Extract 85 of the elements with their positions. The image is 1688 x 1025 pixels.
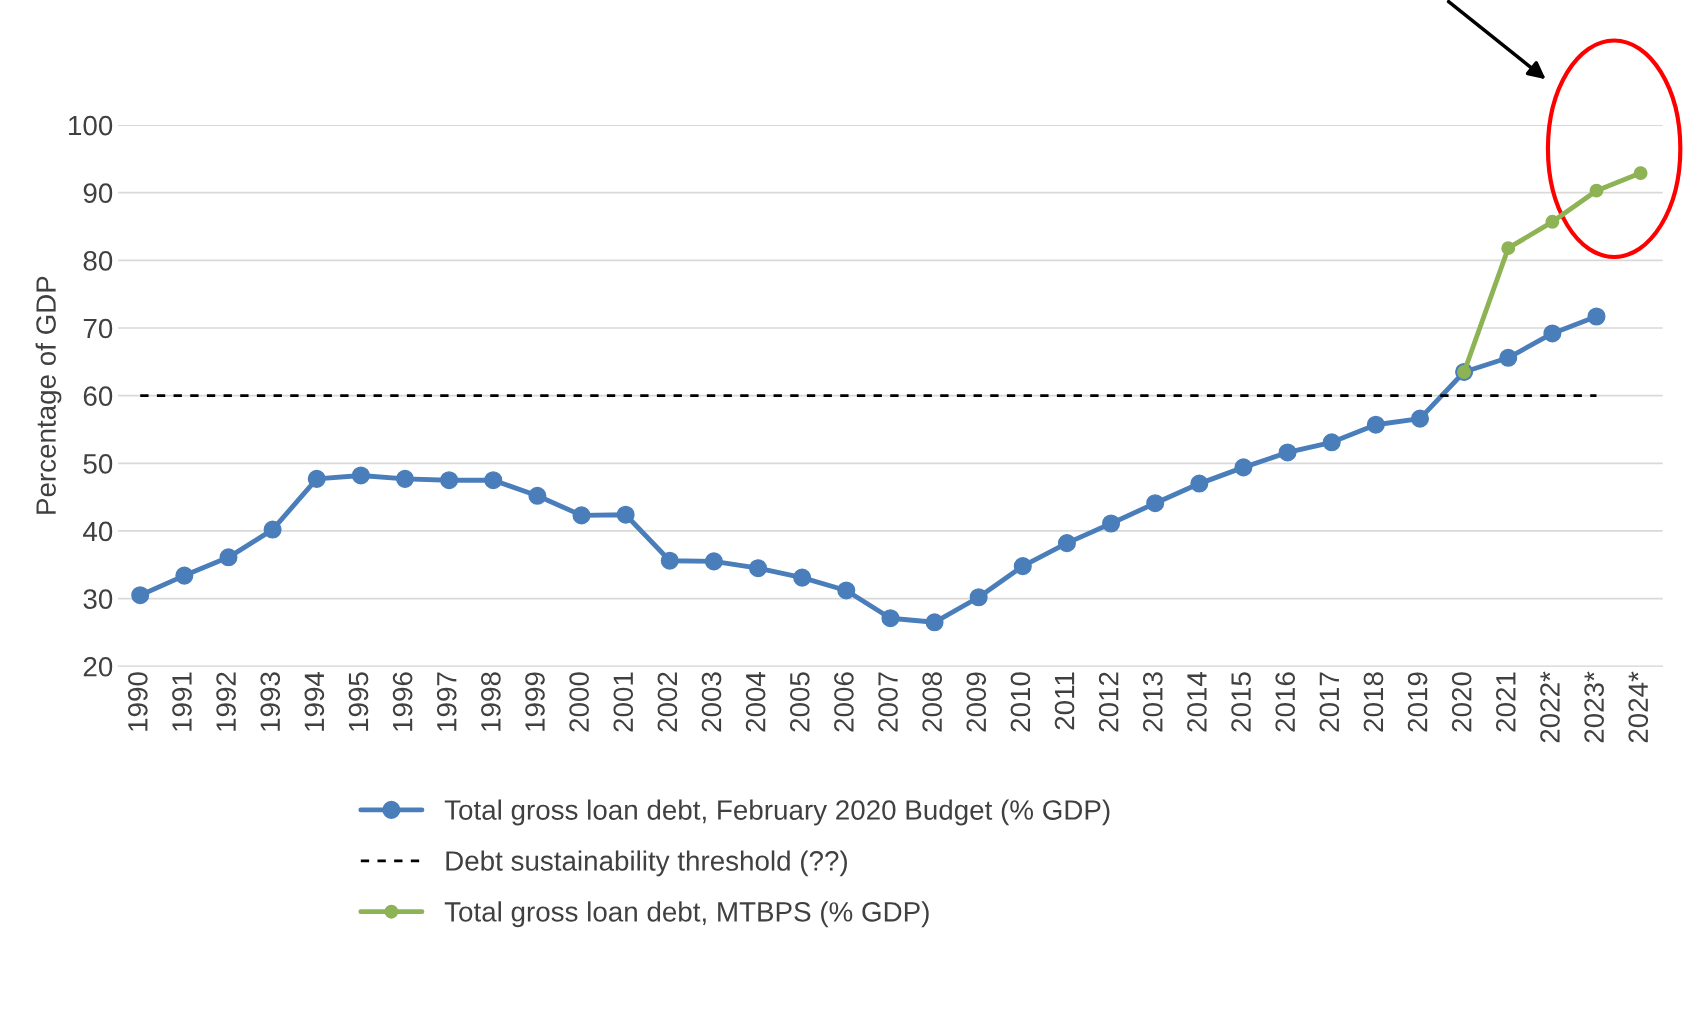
legend-label: Total gross loan debt, February 2020 Budget (% GDP) bbox=[444, 799, 1110, 826]
point bbox=[704, 552, 723, 571]
point bbox=[1057, 534, 1076, 553]
point bbox=[263, 520, 282, 539]
x-tick-label: 2017 bbox=[1319, 672, 1340, 732]
y-tick-label: 70 bbox=[83, 318, 113, 339]
y-tick-label: 50 bbox=[83, 453, 113, 474]
x-tick-label: 2008 bbox=[922, 672, 943, 732]
point bbox=[219, 548, 238, 567]
y-tick-label: 80 bbox=[83, 251, 113, 271]
x-tick-label: 2004 bbox=[745, 671, 766, 732]
point bbox=[925, 613, 944, 632]
point bbox=[1589, 183, 1604, 198]
x-tick-label: 1998 bbox=[481, 672, 501, 731]
point bbox=[1146, 494, 1165, 513]
point bbox=[484, 471, 503, 490]
point bbox=[881, 609, 900, 628]
point bbox=[1190, 474, 1209, 493]
point bbox=[1587, 307, 1606, 326]
y-tick-label: 90 bbox=[83, 183, 113, 204]
legend-label: Total gross loan debt, MTBPS (% GDP) bbox=[444, 901, 929, 928]
point bbox=[131, 586, 150, 605]
point bbox=[1410, 409, 1430, 428]
point bbox=[793, 568, 812, 587]
x-tick-label: 2018 bbox=[1363, 672, 1384, 732]
x-tick-label: 2009 bbox=[966, 672, 987, 732]
x-tick-label: 2015 bbox=[1231, 672, 1251, 732]
x-tick-label: 2023* bbox=[1584, 671, 1604, 743]
y-tick-label: 40 bbox=[83, 521, 113, 542]
x-tick-label: 2024* bbox=[1628, 671, 1649, 743]
x-tick-label: 2007 bbox=[878, 672, 898, 732]
x-tick-label: 2006 bbox=[834, 672, 854, 732]
point bbox=[1545, 214, 1560, 229]
x-tick-label: 2005 bbox=[789, 672, 810, 732]
point bbox=[351, 466, 370, 485]
point bbox=[1499, 348, 1518, 367]
y-axis-title: Percentage of GDP bbox=[35, 276, 62, 514]
point bbox=[837, 581, 856, 600]
point bbox=[395, 469, 415, 488]
point bbox=[307, 469, 326, 488]
x-tick-label: 1996 bbox=[392, 672, 413, 731]
x-tick-label: 2002 bbox=[657, 672, 678, 732]
point bbox=[1366, 415, 1385, 434]
point bbox=[440, 471, 459, 490]
point bbox=[749, 559, 768, 578]
point bbox=[1278, 443, 1297, 462]
x-tick-label: 2011 bbox=[1054, 672, 1075, 730]
x-tick-label: 2021 bbox=[1496, 672, 1516, 732]
x-tick-label: 2001 bbox=[613, 672, 634, 732]
point bbox=[1633, 166, 1648, 181]
y-tick-label: 20 bbox=[83, 656, 113, 677]
x-tick-label: 2012 bbox=[1098, 672, 1119, 732]
x-tick-label: 2016 bbox=[1275, 672, 1296, 732]
point bbox=[616, 505, 635, 524]
point bbox=[1543, 324, 1562, 343]
point bbox=[969, 588, 988, 607]
x-tick-label: 1997 bbox=[436, 672, 457, 731]
x-tick-label: 2014 bbox=[1187, 671, 1207, 732]
x-tick-label: 1992 bbox=[216, 672, 236, 731]
point bbox=[528, 486, 547, 505]
x-tick-label: 2019 bbox=[1407, 672, 1428, 732]
y-tick-label: 100 bbox=[69, 115, 113, 136]
x-tick-label: 1994 bbox=[304, 671, 325, 731]
point bbox=[1013, 557, 1032, 576]
x-tick-label: 2013 bbox=[1142, 672, 1163, 732]
y-tick-label: 30 bbox=[83, 589, 113, 609]
point bbox=[1501, 241, 1516, 256]
point bbox=[660, 551, 679, 570]
point bbox=[1234, 458, 1253, 477]
y-tick-label: 60 bbox=[83, 386, 113, 406]
point bbox=[1102, 514, 1121, 533]
x-tick-label: 1999 bbox=[525, 672, 545, 731]
x-tick-label: 2010 bbox=[1010, 672, 1031, 732]
point bbox=[572, 506, 591, 525]
x-tick-label: 1993 bbox=[260, 672, 281, 731]
x-tick-label: 1991 bbox=[172, 672, 192, 731]
x-tick-label: 2022* bbox=[1540, 671, 1560, 743]
x-tick-label: 1995 bbox=[348, 672, 369, 731]
point bbox=[175, 566, 194, 585]
legend-label: Debt sustainability threshold (??) bbox=[446, 850, 847, 877]
x-tick-label: 2000 bbox=[569, 672, 589, 732]
x-tick-label: 2020 bbox=[1451, 672, 1472, 732]
x-tick-label: 2003 bbox=[701, 672, 722, 732]
x-tick-label: 1990 bbox=[128, 672, 148, 731]
point bbox=[1322, 433, 1341, 452]
